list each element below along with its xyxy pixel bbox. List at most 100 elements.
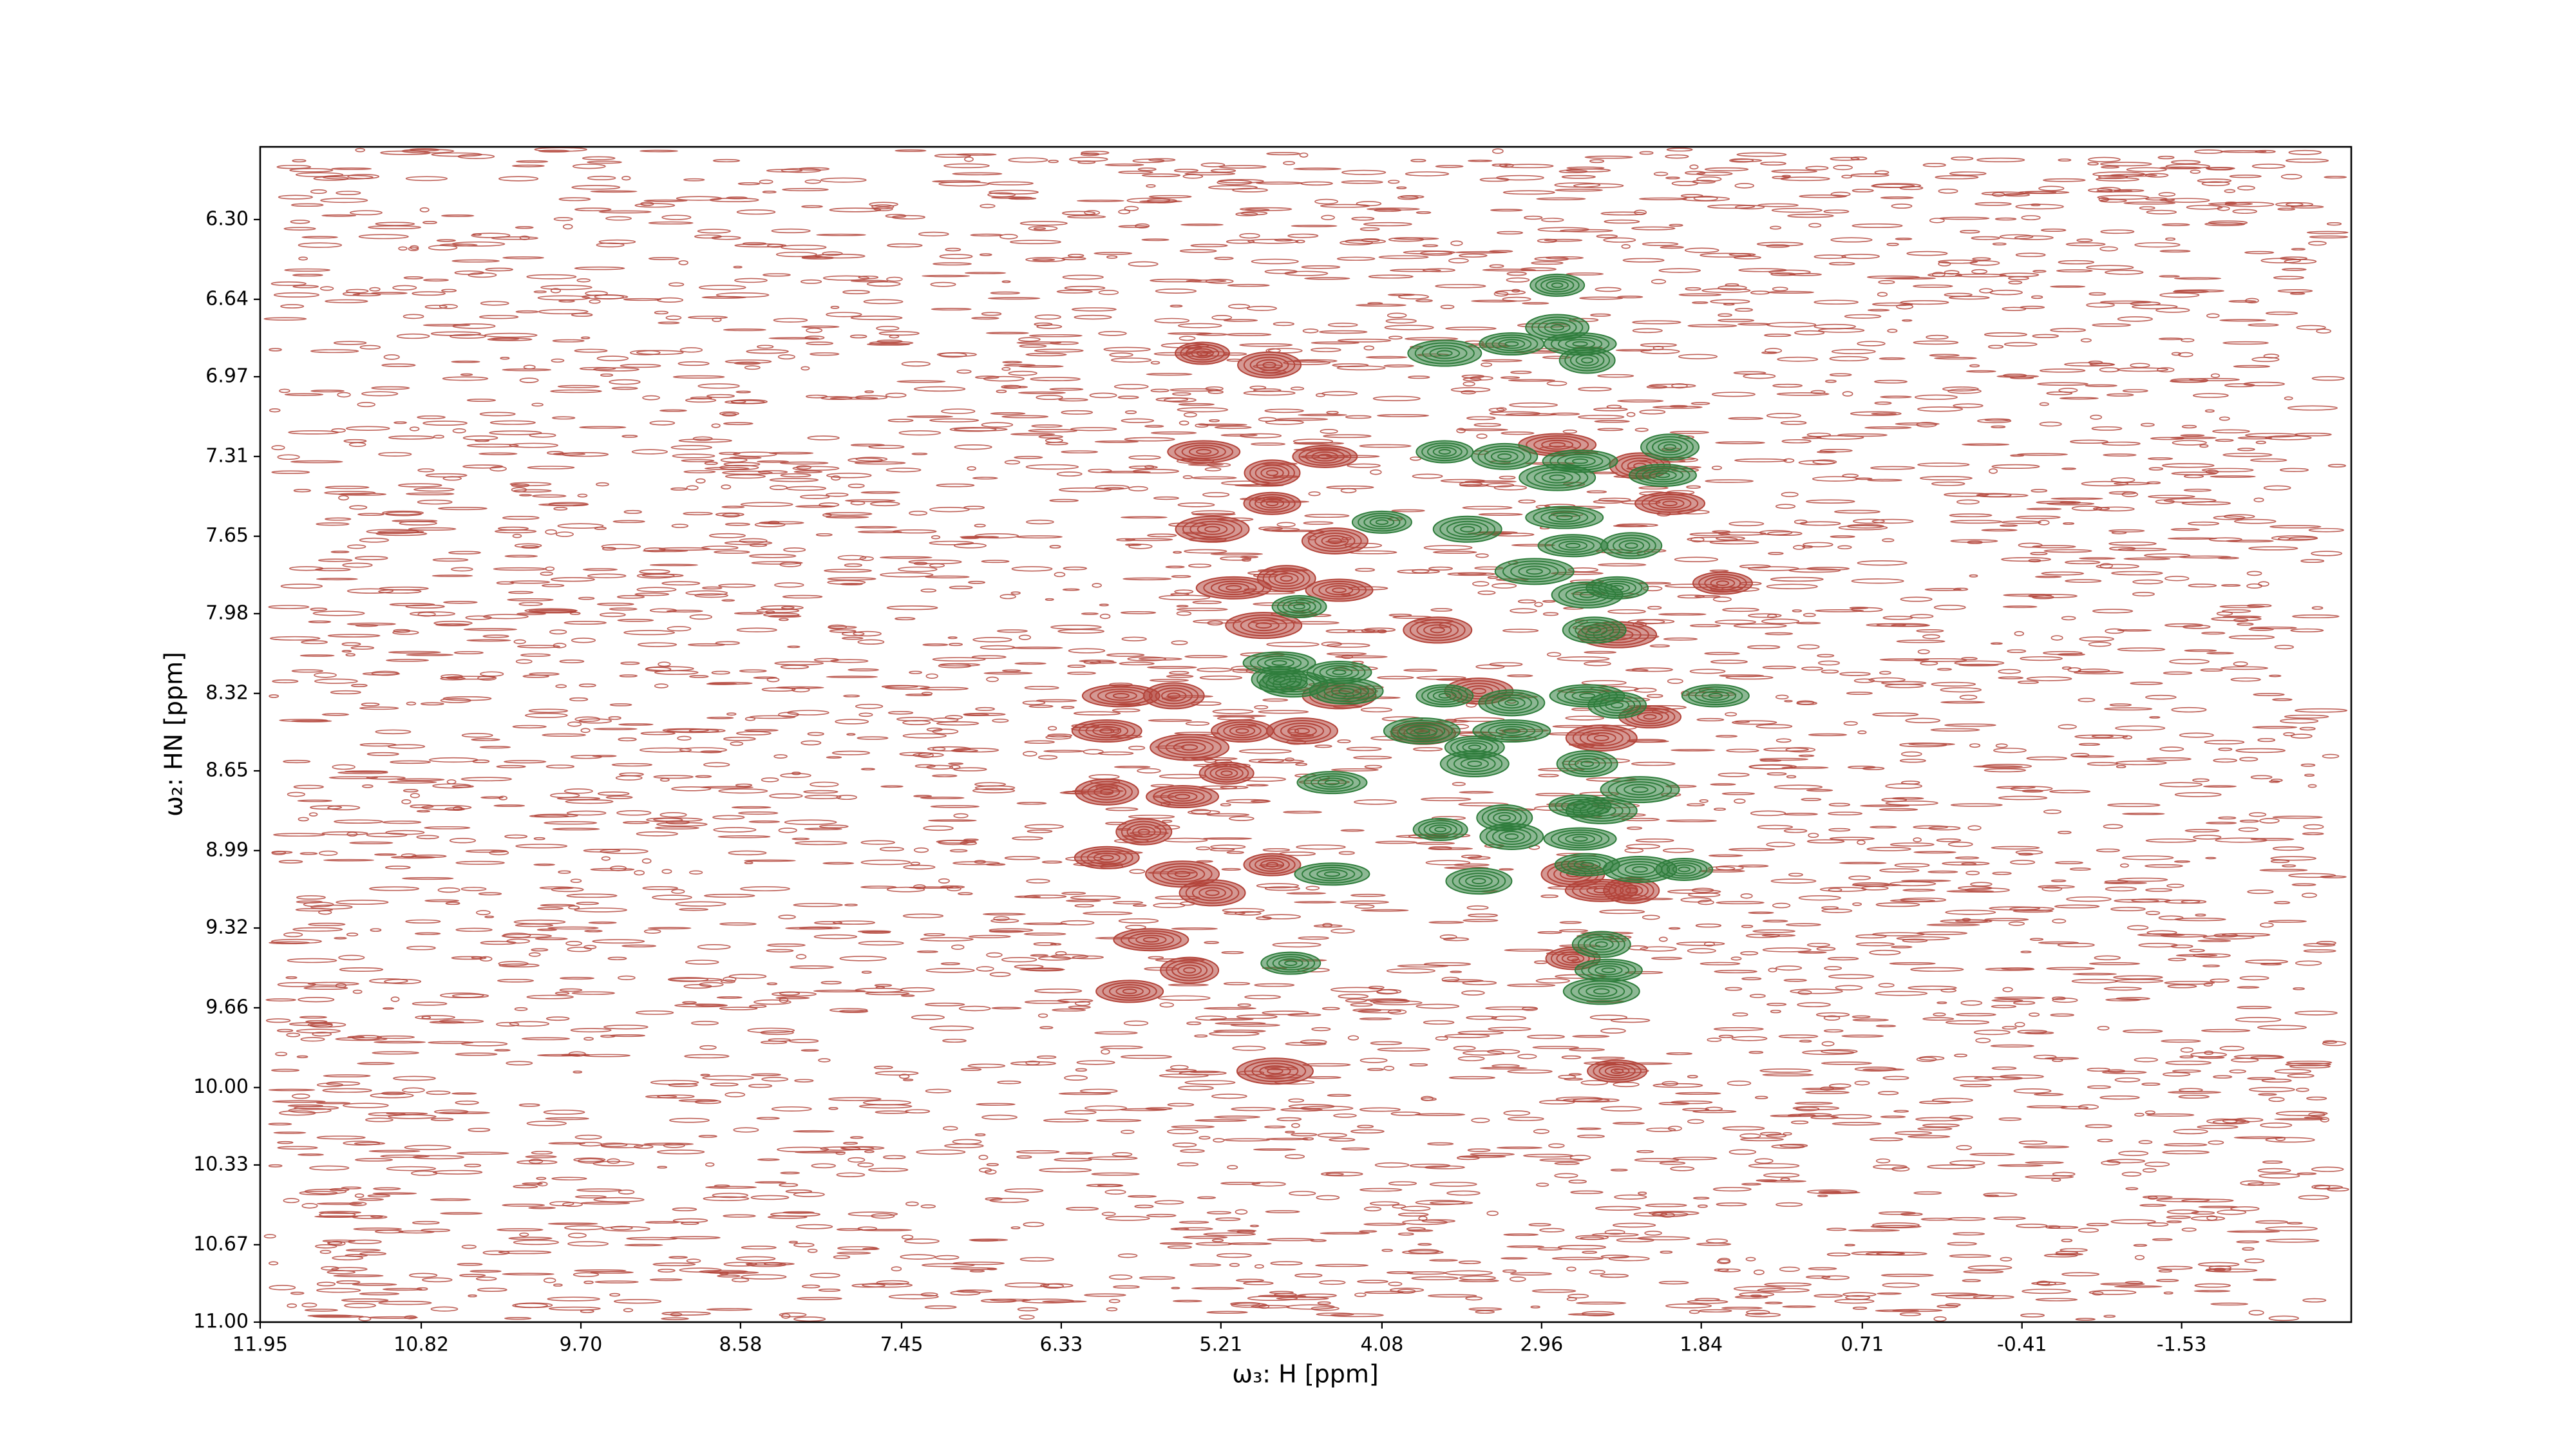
noise-contour xyxy=(1359,1107,1401,1112)
noise-contour xyxy=(1338,994,1369,999)
peak-contour xyxy=(1229,726,1256,736)
noise-contour xyxy=(596,355,629,361)
noise-contour xyxy=(816,233,866,236)
noise-contour xyxy=(1202,837,1253,840)
noise-contour xyxy=(2175,954,2218,957)
noise-contour xyxy=(2230,1206,2260,1211)
peak-contour xyxy=(1311,775,1354,790)
noise-contour xyxy=(2041,886,2063,892)
noise-contour xyxy=(476,1276,497,1281)
noise-contour xyxy=(2290,734,2313,739)
noise-contour xyxy=(598,210,652,214)
noise-contour xyxy=(2138,1140,2153,1144)
noise-contour xyxy=(1913,658,1967,662)
peak-contour xyxy=(1480,721,1544,741)
noise-contour xyxy=(1338,851,1355,855)
peak-contour xyxy=(1165,739,1214,756)
peak xyxy=(1305,578,1374,602)
noise-contour xyxy=(2243,381,2285,386)
noise-contour xyxy=(1947,1242,1977,1246)
noise-contour xyxy=(2105,269,2144,275)
noise-contour xyxy=(829,207,882,213)
noise-contour xyxy=(1369,1201,1400,1206)
noise-contour xyxy=(1204,941,1220,944)
noise-contour xyxy=(735,390,752,393)
noise-contour xyxy=(1283,810,1322,814)
peak-contour xyxy=(1092,726,1122,736)
noise-contour xyxy=(826,473,872,478)
noise-contour xyxy=(1276,522,1296,527)
peak xyxy=(1243,491,1302,515)
x-tick-label: 0.71 xyxy=(1841,1334,1884,1356)
peak-contour xyxy=(1540,278,1575,293)
noise-contour xyxy=(1680,897,1712,903)
noise-contour xyxy=(587,160,622,164)
noise-contour xyxy=(853,630,882,637)
noise-contour xyxy=(975,706,995,711)
noise-contour xyxy=(2105,886,2137,892)
noise-contour xyxy=(525,1155,557,1159)
noise-contour xyxy=(944,1143,984,1148)
noise-contour xyxy=(268,1122,292,1126)
peak-contour xyxy=(1498,339,1526,349)
noise-contour xyxy=(1767,614,1777,618)
noise-contour xyxy=(578,596,595,600)
noise-contour xyxy=(2289,1065,2331,1069)
peak-contour xyxy=(1173,741,1206,753)
noise-contour xyxy=(1161,820,1173,823)
noise-contour xyxy=(780,773,811,779)
noise-contour xyxy=(981,312,1002,316)
noise-contour xyxy=(1852,902,1862,906)
noise-contour xyxy=(359,706,399,710)
noise-contour xyxy=(1900,879,1951,882)
peak xyxy=(1256,565,1316,592)
noise-contour xyxy=(1049,498,1079,502)
noise-contour xyxy=(1383,1066,1395,1071)
noise-contour xyxy=(1311,347,1341,352)
peak xyxy=(1074,778,1139,806)
noise-contour xyxy=(268,1088,316,1092)
noise-contour xyxy=(320,198,368,204)
peak-contour xyxy=(1302,864,1363,884)
noise-contour xyxy=(2008,280,2023,285)
peak-fill xyxy=(1150,734,1230,761)
noise-contour xyxy=(726,712,737,716)
noise-contour xyxy=(1766,1133,1787,1138)
noise-contour xyxy=(639,747,692,753)
noise-contour xyxy=(1246,305,1277,311)
peak xyxy=(1292,444,1358,468)
noise-contour xyxy=(341,650,352,653)
noise-contour xyxy=(692,436,713,441)
peak-fill xyxy=(1562,978,1640,1005)
noise-contour xyxy=(2159,782,2203,788)
noise-contour xyxy=(1953,403,1984,408)
peak-contour xyxy=(1518,565,1551,578)
noise-contour xyxy=(2146,1113,2195,1117)
noise-contour xyxy=(1937,1305,1958,1309)
noise-contour xyxy=(734,612,764,615)
noise-contour xyxy=(309,1165,350,1171)
noise-contour xyxy=(2204,1050,2214,1055)
noise-contour xyxy=(2249,812,2267,817)
noise-contour xyxy=(1766,1003,1787,1007)
peak-contour xyxy=(1318,453,1332,460)
peak-fill xyxy=(1412,818,1468,842)
noise-contour xyxy=(316,1135,366,1140)
noise-contour xyxy=(1037,1013,1048,1018)
noise-contour xyxy=(1112,708,1141,713)
noise-contour xyxy=(634,1144,654,1149)
noise-contour xyxy=(1030,954,1049,957)
noise-contour xyxy=(1397,1212,1429,1217)
noise-contour xyxy=(902,913,944,918)
noise-contour xyxy=(895,617,916,621)
noise-contour xyxy=(588,921,617,924)
peak-contour xyxy=(1579,729,1624,746)
peak-contour xyxy=(1249,462,1295,484)
noise-contour xyxy=(1693,195,1718,202)
noise-contour xyxy=(1128,815,1175,819)
noise-contour xyxy=(1690,536,1705,543)
noise-contour xyxy=(482,634,509,638)
peak-contour xyxy=(1284,960,1298,967)
noise-contour xyxy=(706,393,735,399)
